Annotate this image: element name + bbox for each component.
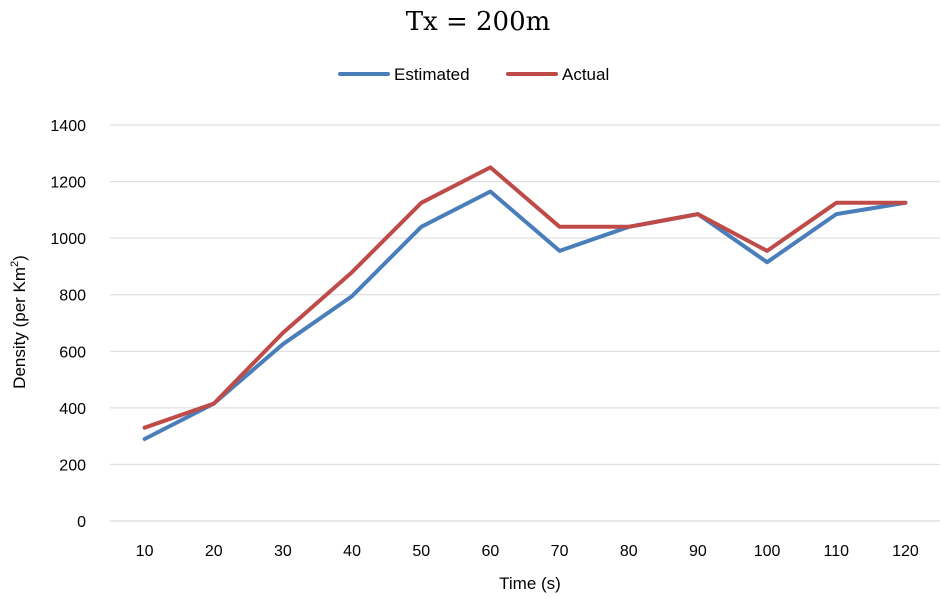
x-tick-label: 100 [754, 543, 781, 560]
x-tick-label: 90 [689, 543, 707, 560]
legend-label-estimated: Estimated [394, 65, 470, 84]
legend: Estimated Actual [338, 65, 609, 84]
y-tick-label: 0 [77, 514, 86, 531]
x-axis-ticks: 10 20 30 40 50 60 70 80 90 100 110 120 [136, 543, 919, 560]
y-axis-ticks: 0 200 400 600 800 1000 1200 1400 [50, 118, 86, 531]
x-tick-label: 10 [136, 543, 154, 560]
y-tick-label: 800 [59, 288, 86, 305]
x-axis-label: Time (s) [499, 574, 561, 593]
x-tick-label: 110 [823, 543, 849, 560]
x-tick-label: 50 [412, 543, 430, 560]
x-tick-label: 30 [274, 543, 292, 560]
y-axis-label-close: ) [10, 255, 29, 261]
x-tick-label: 120 [892, 543, 919, 560]
gridlines [110, 124, 940, 522]
x-tick-label: 40 [343, 543, 361, 560]
x-tick-label: 80 [620, 543, 638, 560]
y-tick-label: 400 [59, 401, 86, 418]
y-tick-label: 600 [59, 344, 86, 361]
y-tick-label: 200 [59, 457, 86, 474]
y-tick-label: 1000 [50, 231, 86, 248]
series-line-estimated [142, 189, 908, 441]
y-axis-label: Density (per Km2) [9, 255, 29, 389]
x-tick-label: 20 [205, 543, 223, 560]
x-tick-label: 70 [551, 543, 569, 560]
series-lines [142, 165, 908, 441]
y-axis-label-main: Density (per Km [10, 267, 29, 389]
legend-label-actual: Actual [562, 65, 609, 84]
chart-title: Tx = 200m [406, 7, 551, 37]
series-line-actual [142, 165, 908, 430]
y-tick-label: 1400 [50, 118, 86, 135]
y-axis-label-superscript: 2 [9, 261, 21, 267]
y-tick-label: 1200 [50, 175, 86, 192]
x-tick-label: 60 [482, 543, 500, 560]
